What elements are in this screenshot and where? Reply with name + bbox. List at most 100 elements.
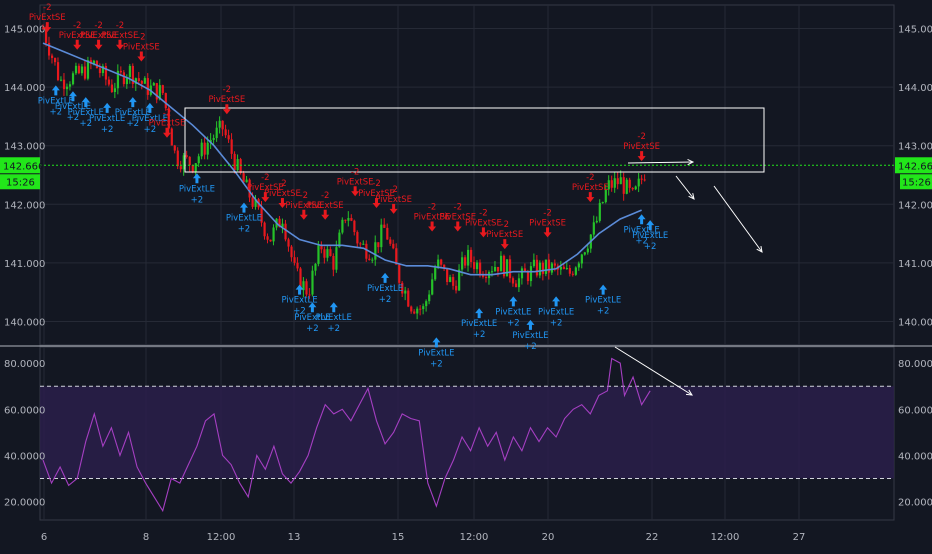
candle-body — [484, 276, 488, 279]
rsi-tick-label-right: 60.0000 — [898, 405, 932, 416]
candle-body — [476, 262, 479, 270]
candle-body — [458, 269, 461, 291]
sell-signal-count: -2 — [501, 220, 509, 230]
candle-body — [233, 153, 236, 171]
buy-arrow-icon — [646, 220, 655, 231]
buy-signal-count: +2 — [144, 125, 157, 135]
rsi-tick-label-right: 40.0000 — [898, 451, 932, 462]
candle-body — [131, 65, 134, 84]
candle-body — [296, 262, 299, 269]
candle-body — [577, 263, 580, 268]
sell-signal-label: PivExtSE — [358, 189, 395, 199]
buy-signal-label: PivExtLE — [461, 319, 497, 329]
trend-arrow-line[interactable] — [675, 175, 695, 200]
candle-body — [56, 62, 60, 81]
buy-signal-count: +2 — [644, 242, 657, 252]
candle-body — [146, 78, 149, 95]
candle-body — [119, 70, 123, 73]
candle-body — [158, 85, 161, 100]
buy-signal-label: PivExtLE — [632, 231, 668, 241]
countdown-badge-right-text: 15:26 — [902, 177, 931, 188]
trend-arrow-line[interactable] — [614, 346, 693, 396]
candle-body — [215, 127, 218, 139]
buy-signal-count: +2 — [50, 107, 63, 117]
buy-arrow-icon — [599, 284, 608, 295]
buy-arrow-icon — [509, 296, 518, 307]
buy-arrow-icon — [637, 214, 646, 225]
countdown-badge-left-text: 15:26 — [6, 177, 35, 188]
candle-body — [236, 159, 239, 171]
candle-body — [416, 308, 419, 314]
price-tick-label-left: 145.000 — [4, 24, 45, 35]
candle-body — [245, 179, 248, 183]
candle-body — [446, 268, 449, 283]
sell-arrow-icon — [389, 203, 398, 214]
buy-signal-label: PivExtLE — [68, 108, 104, 118]
candle-body — [302, 281, 305, 291]
candle-body — [419, 308, 422, 310]
sell-signal-label: PivExtSE — [623, 142, 660, 152]
buy-signal-label: PivExtLE — [132, 114, 168, 124]
price-tick-label-left: 141.000 — [4, 259, 45, 270]
candle-body — [59, 79, 63, 81]
candle-body — [398, 264, 401, 283]
buy-signal-count: +2 — [379, 295, 392, 305]
buy-arrow-icon — [308, 302, 317, 313]
sell-signal-label: PivExtSE — [337, 177, 374, 187]
candle-body — [401, 282, 404, 294]
candle-body — [251, 197, 254, 207]
sell-signal-count: -2 — [137, 32, 145, 42]
sell-signal-count: -2 — [261, 173, 269, 183]
sell-signal-count: -2 — [389, 185, 397, 195]
sell-signal-label: PivExtSE — [264, 189, 301, 199]
candle-body — [598, 202, 601, 221]
buy-signal-count: +2 — [238, 225, 251, 235]
sell-signal-label: PivExtSE — [149, 119, 186, 129]
candle-body — [191, 165, 194, 172]
candle-body — [374, 242, 377, 260]
sell-arrow-icon — [543, 227, 552, 238]
candle-body — [341, 219, 344, 233]
candle-body — [197, 156, 200, 164]
trend-arrow-line[interactable] — [713, 185, 763, 253]
trend-arrow-line[interactable] — [627, 161, 694, 164]
candle-body — [377, 242, 380, 248]
candle-body — [305, 281, 308, 295]
x-tick-label: 27 — [793, 532, 806, 543]
x-tick-label: 15 — [392, 532, 405, 543]
buy-signal-label: PivExtLE — [281, 296, 317, 306]
candle-body — [541, 262, 545, 274]
sell-signal-count: -2 — [351, 167, 359, 177]
price-tick-label-right: 143.000 — [898, 142, 932, 153]
buy-signal-count: +2 — [191, 195, 204, 205]
candle-body — [640, 178, 643, 180]
resistance-zone-box[interactable] — [184, 107, 765, 173]
sell-signal-label: PivExtSE — [529, 218, 566, 228]
sell-arrow-icon — [479, 227, 488, 238]
candle-body — [544, 259, 548, 274]
candle-body — [278, 218, 281, 228]
candle-body — [143, 78, 146, 84]
candle-body — [128, 65, 131, 78]
sell-signal-label: PivExtSE — [307, 201, 344, 211]
buy-arrow-icon — [68, 91, 77, 102]
price-pane[interactable] — [39, 4, 895, 346]
x-tick-label: 6 — [41, 532, 47, 543]
candle-body — [50, 55, 54, 58]
candle-body — [209, 139, 212, 143]
buy-arrow-icon — [192, 173, 201, 184]
candle-body — [473, 262, 476, 270]
candle-body — [320, 245, 323, 250]
buy-arrow-icon — [381, 272, 390, 283]
candle-body — [269, 239, 272, 242]
candle-body — [62, 79, 66, 90]
price-badge-left-text: 142.666 — [3, 161, 44, 172]
candle-body — [125, 77, 129, 85]
candle-body — [443, 264, 446, 269]
candle-body — [173, 145, 176, 151]
buy-arrow-icon — [526, 319, 535, 330]
buy-signal-count: +2 — [524, 342, 537, 352]
buy-signal-count: +2 — [430, 359, 443, 369]
